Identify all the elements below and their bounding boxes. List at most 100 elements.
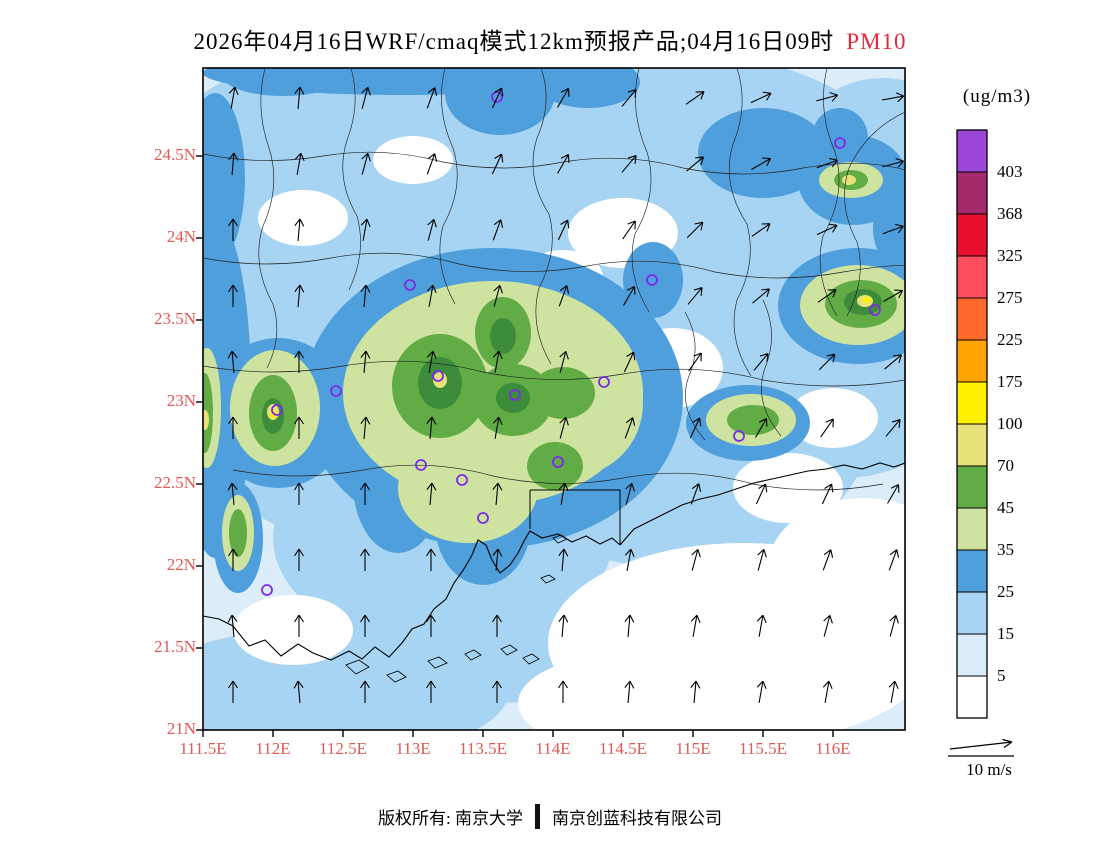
county-boundary-line (532, 68, 553, 365)
wind-arrow (557, 87, 570, 108)
colorbar-tick-label: 100 (997, 414, 1023, 433)
wind-arrow (557, 219, 570, 241)
wind-arrow (360, 614, 370, 637)
island-outline (345, 659, 370, 675)
city-markers (261, 91, 881, 596)
city-marker-circle (491, 91, 503, 103)
wind-arrow (750, 91, 772, 104)
wind-scale-arrow (948, 738, 1014, 757)
county-boundary-line (761, 299, 782, 437)
lon-axis-label: 116E (815, 739, 851, 758)
lon-axis-label: 111.5E (179, 739, 227, 758)
wind-arrow (624, 680, 635, 704)
wind-arrow (821, 483, 834, 505)
island-outline (386, 670, 407, 683)
wind-arrow (823, 614, 833, 637)
lon-axis-label: 115E (675, 739, 711, 758)
wind-arrow (558, 680, 568, 703)
wind-arrow (360, 548, 370, 571)
wind-arrow (690, 614, 701, 637)
figure-title: 2026年04月16日WRF/cmaq模式12km预报产品;04月16日09时 P… (0, 22, 1100, 56)
map-frame (202, 67, 906, 731)
estuary-box (529, 489, 621, 545)
wind-arrow (426, 350, 437, 373)
colorbar-tick-label: 15 (997, 624, 1014, 643)
city-marker-circle (404, 279, 416, 291)
wind-arrow (882, 158, 905, 168)
wind-vectors (227, 86, 905, 704)
colorbar-units-label: (ug/m3) (962, 86, 1032, 107)
wind-arrow (822, 549, 834, 571)
axis-ticks (196, 155, 834, 737)
wind-arrow (888, 549, 900, 571)
wind-arrow (689, 417, 702, 439)
city-marker-circle (552, 456, 564, 468)
lon-axis-label: 114E (535, 739, 571, 758)
colorbar-tick-label: 25 (997, 582, 1014, 601)
wind-arrow (690, 483, 702, 505)
city-marker-circle (646, 274, 658, 286)
colorbar-tick-label: 70 (997, 456, 1014, 475)
county-boundary-line (439, 68, 458, 305)
wind-arrow (757, 548, 767, 571)
wind-arrow (228, 416, 238, 439)
wind-scale-label: 10 m/s (966, 760, 1012, 779)
wind-arrow (756, 614, 767, 637)
county-boundary-line (203, 252, 905, 279)
wind-arrow (294, 614, 304, 637)
lon-axis-label: 112E (255, 739, 291, 758)
lat-axis-label: 24.5N (153, 145, 196, 164)
county-boundary-line (203, 151, 905, 175)
wind-arrow (558, 482, 569, 505)
county-boundary-line (203, 360, 905, 387)
wind-arrow (361, 86, 371, 109)
island-outline (464, 649, 482, 661)
county-boundary-line (258, 68, 278, 369)
lat-axis-label: 22.5N (153, 473, 196, 492)
wind-arrow (822, 680, 833, 703)
wind-arrow (360, 680, 370, 703)
wind-arrow (491, 153, 504, 175)
wind-arrow (360, 218, 371, 241)
lat-axis-label: 21.5N (153, 637, 196, 656)
wind-arrow (492, 482, 503, 506)
wind-arrow (623, 351, 636, 373)
title-pollutant: PM10 (846, 29, 907, 54)
city-marker-circle (869, 304, 881, 316)
wind-arrow (688, 352, 702, 372)
wind-arrow (228, 284, 238, 307)
wind-arrow (426, 87, 438, 109)
colorbar-cell (956, 129, 988, 173)
wind-arrow (558, 548, 569, 572)
wind-arrow (882, 223, 904, 235)
island-outline (500, 644, 518, 656)
wind-arrow (691, 548, 701, 571)
wind-arrow (624, 614, 635, 638)
wind-arrow (816, 223, 838, 236)
wind-arrow (427, 218, 437, 241)
wind-arrow (228, 86, 239, 109)
wind-arrow (426, 416, 437, 440)
city-marker-circle (456, 474, 468, 486)
wind-arrow (624, 548, 635, 571)
wind-arrow (492, 219, 504, 241)
footer-owner: 版权所有: 南京大学 (378, 809, 523, 828)
lon-axis-label: 112.5E (318, 739, 367, 758)
lon-axis-label: 115.5E (738, 739, 787, 758)
city-marker-circle (330, 385, 342, 397)
colorbar-tick-label: 45 (997, 498, 1014, 517)
wind-arrow (491, 87, 504, 109)
colorbar-cell (956, 675, 988, 719)
city-marker-circle (509, 389, 521, 401)
county-boundary-line (844, 111, 905, 317)
wind-arrow (816, 157, 838, 169)
map-panel (196, 67, 906, 737)
colorbar-cell (956, 339, 988, 383)
wind-arrow (426, 284, 437, 307)
wind-arrow (227, 614, 238, 638)
colorbar-cell (956, 213, 988, 257)
wind-arrow (816, 92, 839, 102)
wind-arrow (624, 417, 636, 439)
